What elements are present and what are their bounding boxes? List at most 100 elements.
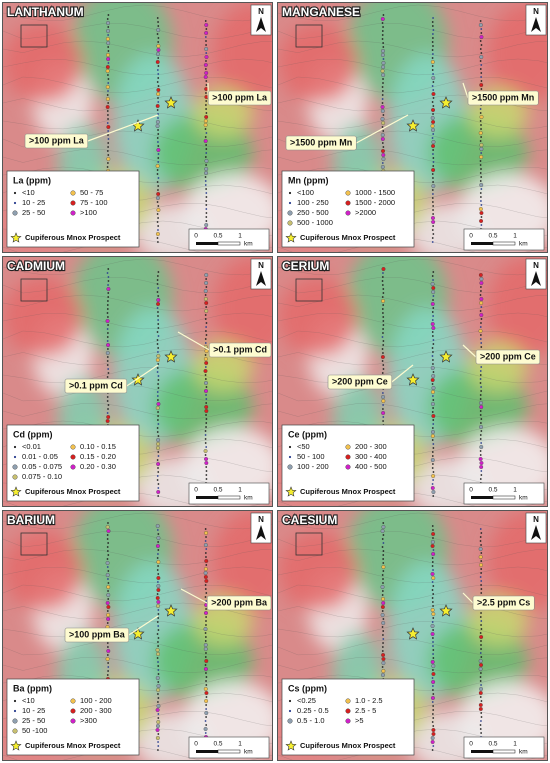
sample-point xyxy=(157,77,160,79)
sample-point xyxy=(382,82,384,84)
sample-point xyxy=(156,148,161,152)
sample-point xyxy=(432,605,434,607)
sample-point xyxy=(382,352,384,354)
sample-point xyxy=(479,724,482,726)
sample-point xyxy=(381,22,384,24)
legend-box xyxy=(6,424,140,502)
sample-point xyxy=(479,635,484,639)
sample-point xyxy=(106,360,109,362)
sample-point xyxy=(479,445,484,449)
contour xyxy=(278,239,547,252)
sample-point xyxy=(106,57,111,61)
sample-point xyxy=(156,169,159,171)
sample-point xyxy=(157,271,160,273)
sample-point xyxy=(204,294,207,296)
sample-point xyxy=(205,672,207,674)
sample-point xyxy=(478,131,483,135)
sample-point xyxy=(156,475,159,477)
sample-point xyxy=(381,525,386,529)
sample-point xyxy=(431,467,434,469)
sample-point xyxy=(432,177,434,179)
contour xyxy=(278,638,547,656)
sample-point xyxy=(204,461,209,465)
sample-point xyxy=(105,573,110,577)
sample-point xyxy=(480,720,482,722)
sample-point xyxy=(157,673,160,675)
contour xyxy=(3,621,272,638)
sample-point xyxy=(204,540,207,542)
sample-point xyxy=(106,157,111,161)
sample-point xyxy=(204,47,209,51)
sample-point xyxy=(431,173,434,175)
sample-point xyxy=(204,457,208,461)
sample-point xyxy=(105,319,110,323)
sample-point xyxy=(480,612,482,614)
sample-point xyxy=(106,605,111,609)
sample-point xyxy=(157,185,160,187)
sample-point xyxy=(203,575,208,579)
sample-point xyxy=(479,55,484,59)
sample-point xyxy=(157,471,160,473)
sample-point xyxy=(432,213,435,215)
map-panel: >200 ppm Ba >100 ppm Ba BARIUM N Ba (ppm) <10… xyxy=(2,510,273,761)
sample-point xyxy=(106,415,111,419)
contour xyxy=(278,113,547,130)
sample-point xyxy=(382,304,385,306)
sample-point xyxy=(157,157,160,159)
sample-point xyxy=(155,406,160,410)
sample-point xyxy=(205,52,208,54)
sample-point xyxy=(480,52,483,54)
sample-point xyxy=(106,558,109,560)
legend-marker xyxy=(345,464,351,470)
sample-point xyxy=(479,576,482,578)
sample-point xyxy=(432,161,435,163)
sample-point xyxy=(431,749,434,751)
sample-point xyxy=(479,294,482,296)
sample-point xyxy=(479,301,484,305)
sample-point xyxy=(381,65,386,69)
sample-point xyxy=(156,557,159,559)
sample-point xyxy=(106,538,109,540)
contour xyxy=(278,294,547,312)
sample-point xyxy=(204,659,209,663)
sample-point xyxy=(203,123,208,127)
sample-point xyxy=(204,409,209,413)
leader-line xyxy=(128,615,159,636)
sample-point xyxy=(430,302,435,306)
prospect-star xyxy=(439,96,453,109)
map: >2.5 ppm Cs CAESIUM N Cs (ppm) <0.250.25 - 0… xyxy=(278,511,547,760)
sample-point xyxy=(204,23,209,27)
sample-point xyxy=(157,641,159,643)
sample-point xyxy=(204,664,207,666)
sample-point xyxy=(432,279,434,281)
sample-point xyxy=(480,152,483,154)
contour xyxy=(3,638,272,656)
sample-point xyxy=(479,277,484,281)
sample-point xyxy=(432,371,435,373)
leader-line xyxy=(180,588,208,604)
scale-label: 0.5 xyxy=(488,741,497,748)
sample-point xyxy=(381,34,384,36)
sample-point xyxy=(107,90,109,92)
sample-point xyxy=(479,454,482,456)
sample-point xyxy=(105,37,110,41)
map-panel: >100 ppm La >100 ppm La LANTHANUM N La (ppm)… xyxy=(2,2,273,253)
sample-point xyxy=(156,354,161,358)
legend-marker xyxy=(12,728,18,734)
sample-point xyxy=(157,435,160,437)
legend-marker xyxy=(70,454,76,460)
sample-point xyxy=(106,566,109,568)
sample-point xyxy=(480,204,483,206)
sample-point xyxy=(204,559,209,563)
legend-title: Ce (ppm) xyxy=(288,429,327,439)
sample-point xyxy=(157,637,160,639)
sample-point xyxy=(432,89,435,91)
sample-point xyxy=(106,593,111,597)
prospect-star xyxy=(164,350,178,363)
sample-point xyxy=(107,332,109,334)
sample-point xyxy=(430,116,435,120)
sample-point xyxy=(480,224,483,226)
sample-point xyxy=(432,689,434,691)
sample-point xyxy=(432,637,434,639)
